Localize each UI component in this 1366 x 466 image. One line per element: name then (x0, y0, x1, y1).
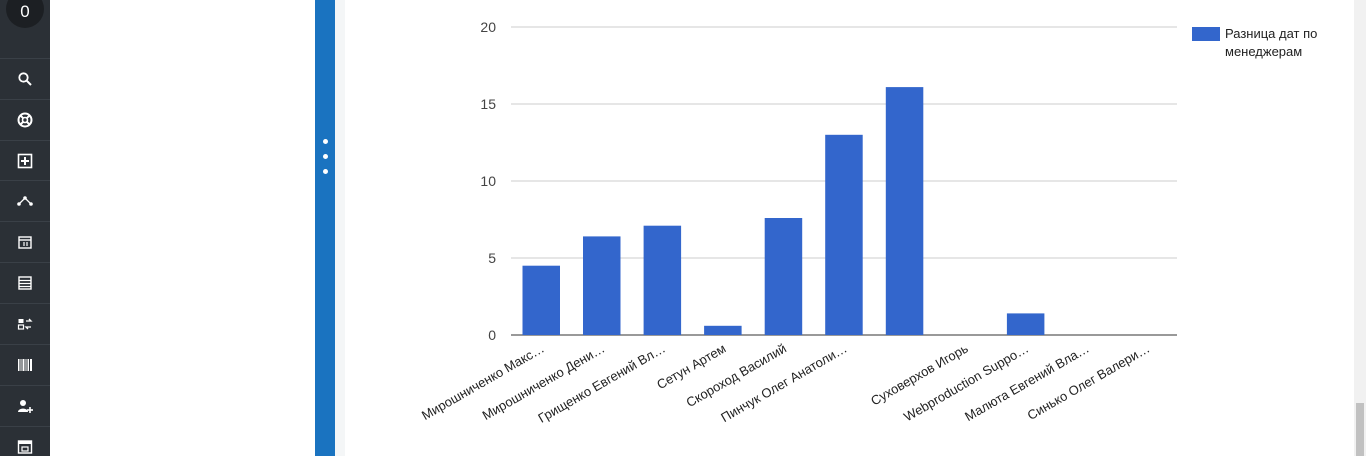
y-tick-label: 15 (480, 96, 496, 112)
content-gutter (335, 0, 345, 456)
exchange-icon (17, 318, 33, 330)
bar[interactable] (1006, 313, 1045, 335)
add-user-nav-item[interactable] (0, 385, 50, 425)
notification-badge[interactable]: 0 (6, 0, 44, 28)
bar[interactable] (885, 87, 924, 335)
y-tick-label: 20 (480, 19, 496, 35)
legend-swatch (1192, 27, 1220, 41)
list-icon (18, 275, 32, 290)
support-nav-item[interactable] (0, 99, 50, 139)
bar[interactable] (764, 218, 803, 335)
search-nav-item[interactable] (0, 58, 50, 98)
barcode-icon (18, 358, 32, 371)
legend-label: Разница дат по менеджерам (1225, 26, 1321, 59)
left-nav-rail: 0 (0, 0, 50, 456)
legend-label-line: Разница дат по (1225, 26, 1317, 41)
chart-container: 0 5 10 15 20 Мирошниченко Макс… Мирошниченко … (345, 0, 1354, 456)
legend-label-line: менеджерам (1225, 44, 1302, 59)
x-axis-labels: Мирошниченко Макс…Мирошниченко Дени…Грищ… (419, 340, 1152, 425)
bar[interactable] (825, 134, 863, 335)
lifebuoy-icon (17, 112, 33, 127)
legend: Разница дат по менеджерам (1192, 26, 1321, 59)
bars (522, 87, 1045, 335)
splitter-grip-dot (323, 154, 328, 159)
y-axis-ticks: 0 5 10 15 20 (480, 19, 496, 343)
add-box-icon (17, 153, 33, 168)
side-panel (50, 0, 315, 456)
bar[interactable] (704, 325, 742, 335)
bar-chart: 0 5 10 15 20 Мирошниченко Макс…Мирошниченко … (419, 19, 1321, 426)
exchange-nav-item[interactable] (0, 303, 50, 343)
add-user-icon (18, 399, 33, 413)
list-nav-item[interactable] (0, 262, 50, 302)
panel-splitter-handle[interactable] (315, 0, 335, 456)
y-tick-label: 10 (480, 173, 496, 189)
calendar-icon (18, 235, 32, 249)
y-tick-label: 5 (488, 250, 496, 266)
window-nav-item[interactable] (0, 426, 50, 466)
bar[interactable] (522, 265, 561, 335)
y-tick-label: 0 (488, 327, 496, 343)
bar[interactable] (583, 236, 621, 335)
splitter-grip-dot (323, 169, 328, 174)
page-scrollbar[interactable] (1354, 0, 1366, 456)
x-tick-label: Суховерхов Игорь (868, 340, 971, 408)
x-tick-label: Скороход Василий (684, 341, 789, 411)
splitter-grip-dot (323, 139, 328, 144)
bar[interactable] (643, 225, 682, 335)
search-icon (18, 71, 32, 86)
calendar-nav-item[interactable] (0, 221, 50, 261)
network-icon (17, 195, 33, 206)
structure-nav-item[interactable] (0, 180, 50, 220)
scrollbar-thumb[interactable] (1356, 403, 1364, 456)
barcode-nav-item[interactable] (0, 344, 50, 384)
window-icon (17, 439, 33, 454)
add-nav-item[interactable] (0, 140, 50, 180)
